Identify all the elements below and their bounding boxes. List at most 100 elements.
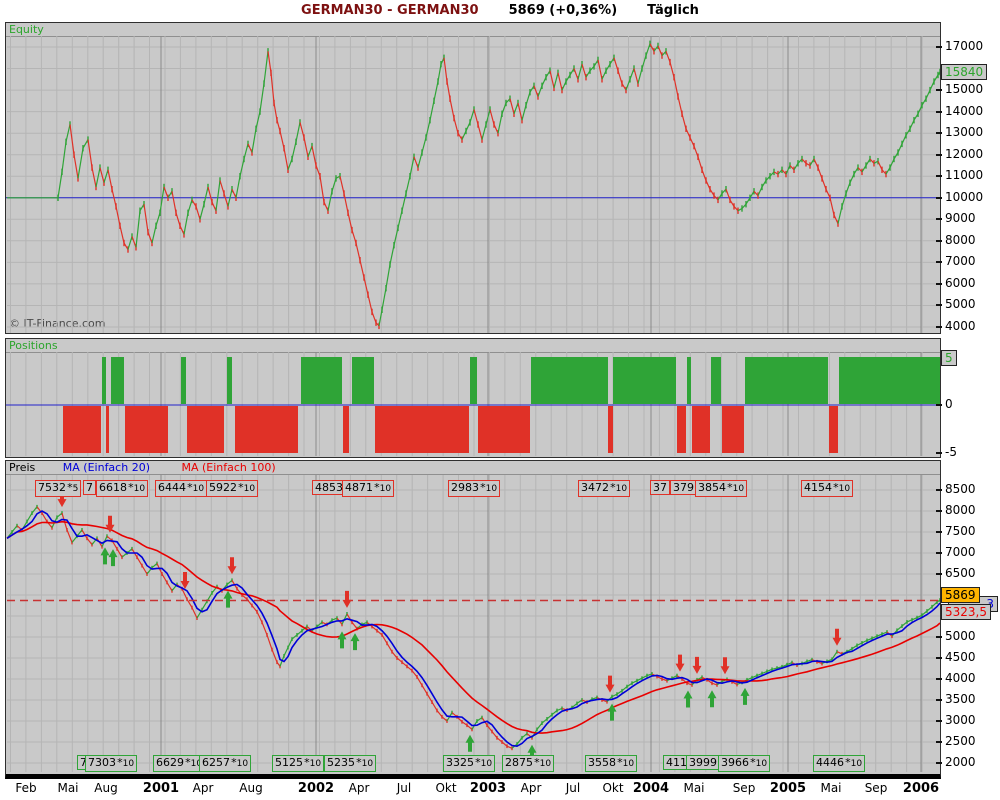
y-axis-label: 5000 — [945, 629, 976, 643]
axis-tick — [936, 132, 942, 134]
y-axis-label: 4000 — [945, 319, 976, 333]
x-axis-label: Mai — [57, 781, 79, 795]
long-position-bar — [470, 357, 477, 404]
short-position-bar — [125, 406, 168, 453]
sell-arrow-icon — [342, 590, 352, 608]
y-axis-label: 3000 — [945, 713, 976, 727]
long-position-bar — [227, 357, 232, 404]
positions-value-badge: 5 — [941, 350, 957, 366]
buy-arrow-icon — [465, 734, 475, 752]
x-axis-label: Aug — [239, 781, 263, 795]
sell-arrow-icon — [692, 656, 702, 674]
y-axis-label: 7000 — [945, 545, 976, 559]
long-position-bar — [711, 357, 721, 404]
long-position-bar — [181, 357, 186, 404]
buy-trade-label: 3558 *10 — [585, 755, 638, 772]
axis-tick — [936, 678, 942, 680]
price-last-value-badge: 5869 — [941, 587, 980, 603]
buy-arrow-icon — [683, 690, 693, 708]
sell-trade-label: 3472 *10 — [578, 480, 631, 497]
sell-trade-label: 6444 *10 — [155, 480, 208, 497]
legend-ma100: MA (Einfach 100) — [181, 461, 276, 474]
axis-tick — [936, 699, 942, 701]
short-position-bar — [106, 406, 109, 453]
buy-arrow-icon — [740, 687, 750, 705]
sell-trade-label: 2983 *10 — [448, 480, 501, 497]
short-position-bar — [235, 406, 298, 453]
x-axis-label: Jul — [396, 781, 412, 795]
price-panel-label: Preis — [9, 461, 36, 474]
y-axis-label: 2000 — [945, 755, 976, 769]
axis-tick — [936, 489, 942, 491]
axis-tick — [936, 111, 942, 113]
positions-bars — [6, 352, 940, 456]
positions-panel-header: Positions — [6, 339, 940, 353]
axis-tick — [936, 452, 942, 454]
x-axis-label: Apr — [348, 781, 370, 795]
buy-arrow-icon — [607, 703, 617, 721]
axis-tick — [936, 175, 942, 177]
axis-tick — [936, 283, 942, 285]
sell-trade-label: 4871 *10 — [342, 480, 395, 497]
axis-tick — [936, 720, 942, 722]
short-position-bar — [692, 406, 710, 453]
y-axis-label: 9000 — [945, 211, 976, 225]
positions-panel-label: Positions — [9, 339, 58, 352]
x-axis-label: 2005 — [769, 781, 807, 796]
sell-arrow-icon — [605, 675, 615, 693]
axis-tick — [936, 636, 942, 638]
y-axis-label: -5 — [945, 445, 957, 459]
axis-tick — [936, 657, 942, 659]
axis-tick — [936, 304, 942, 306]
x-axis-label: Mai — [820, 781, 842, 795]
title-period: Täglich — [647, 3, 699, 18]
x-axis-label: Sep — [732, 781, 756, 795]
axis-tick — [936, 552, 942, 554]
buy-trade-label: 3325 *10 — [443, 755, 496, 772]
y-axis-label: 6500 — [945, 566, 976, 580]
x-axis-label: Feb — [15, 781, 37, 795]
title-quote: 5869 (+0,36%) — [508, 3, 618, 18]
short-position-bar — [478, 406, 530, 453]
x-axis-label: Okt — [602, 781, 624, 795]
y-axis-label: 0 — [945, 397, 953, 411]
y-axis-label: 11000 — [945, 168, 984, 182]
buy-trade-label: 5125 *10 — [272, 755, 325, 772]
axis-tick — [936, 741, 942, 743]
price-chart[interactable] — [6, 475, 940, 772]
ma100-value-badge: 5323,5 — [941, 604, 991, 620]
sell-arrow-icon — [675, 654, 685, 672]
x-axis-label: 2001 — [142, 781, 180, 796]
buy-arrow-icon — [108, 549, 118, 567]
price-panel-header: Preis MA (Einfach 20) MA (Einfach 100) — [6, 461, 940, 475]
y-axis-label: 2500 — [945, 734, 976, 748]
axis-tick — [936, 89, 942, 91]
axis-tick — [936, 326, 942, 328]
positions-chart[interactable] — [6, 352, 940, 456]
sell-arrow-icon — [720, 657, 730, 675]
buy-arrow-icon — [337, 631, 347, 649]
equity-chart[interactable] — [6, 36, 940, 333]
sell-trade-label: 4853 — [312, 480, 346, 495]
y-axis-label: 17000 — [945, 39, 984, 53]
short-position-bar — [608, 406, 613, 453]
long-position-bar — [352, 357, 374, 404]
buy-trade-label: 5235 *10 — [324, 755, 377, 772]
y-axis-label: 15000 — [945, 82, 984, 96]
sell-trade-label: 7532 *5 — [35, 480, 82, 497]
sell-arrow-icon — [227, 557, 237, 575]
buy-trade-label: 6257 *10 — [199, 755, 252, 772]
sell-trade-label: 3854 *10 — [695, 480, 748, 497]
x-axis-label: 2004 — [632, 781, 670, 796]
x-axis-label: Aug — [94, 781, 118, 795]
y-axis-label: 7500 — [945, 524, 976, 538]
sell-trade-label: 37 — [650, 480, 670, 495]
short-position-bar — [829, 406, 838, 453]
x-axis-label: Apr — [192, 781, 214, 795]
sell-arrow-icon — [180, 572, 190, 589]
y-axis-label: 8000 — [945, 503, 976, 517]
short-position-bar — [677, 406, 686, 453]
sell-trade-label: 7 — [83, 480, 96, 495]
buy-trade-label: 2875 *10 — [502, 755, 555, 772]
short-position-bar — [722, 406, 744, 453]
